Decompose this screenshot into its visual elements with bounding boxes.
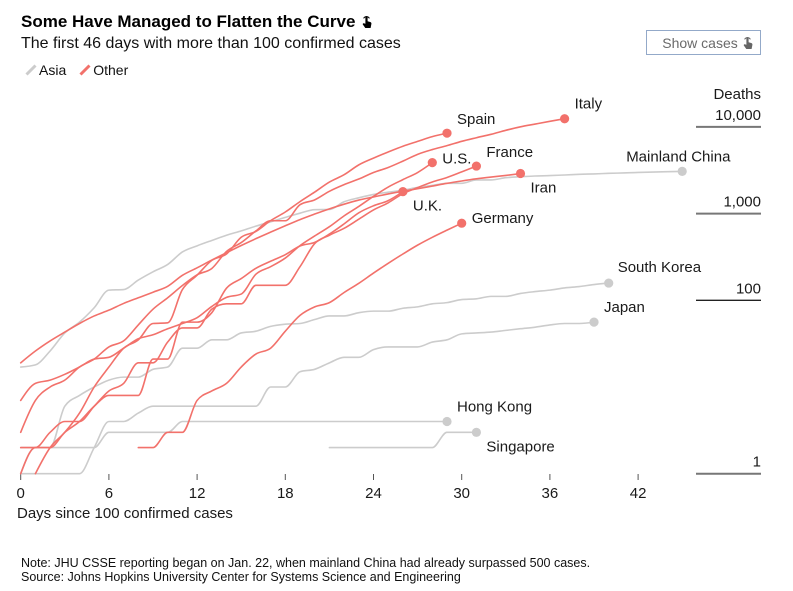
series-label-hong-kong: Hong Kong bbox=[457, 399, 532, 416]
series-line-u-s bbox=[19, 161, 434, 402]
series-label-mainland-china: Mainland China bbox=[626, 148, 731, 165]
series-lines bbox=[19, 117, 683, 475]
x-axis: 0 6 12 18 24 30 36 42 Days since 100 confirmed c… bbox=[17, 474, 647, 522]
series-label-u-s: U.S. bbox=[442, 151, 471, 168]
series-line-japan bbox=[19, 321, 595, 475]
legend: Asia Other bbox=[25, 62, 128, 78]
show-cases-label: Show cases bbox=[662, 34, 738, 51]
chart-title: Some Have Managed to Flatten the Curve bbox=[21, 12, 372, 32]
series-end-dots bbox=[398, 114, 687, 437]
footnote: Note: JHU CSSE reporting began on Jan. 2… bbox=[21, 556, 591, 570]
y-tick-label: 10,000 bbox=[715, 107, 761, 124]
series-end-dot-germany bbox=[457, 218, 467, 228]
legend-label: Other bbox=[93, 62, 129, 78]
series-labels: Mainland China South Korea Japan Hong Kong S… bbox=[413, 96, 731, 456]
series-line-france bbox=[19, 165, 478, 449]
series-label-south-korea: South Korea bbox=[618, 259, 702, 276]
series-label-france: France bbox=[486, 144, 533, 161]
series-line-u-k bbox=[19, 190, 404, 475]
series-line-mainland-china bbox=[19, 170, 683, 368]
series-line-hong-kong bbox=[19, 420, 448, 449]
legend-swatch-other-icon bbox=[79, 64, 91, 76]
series-label-italy: Italy bbox=[575, 96, 603, 113]
y-axis-title: Deaths bbox=[713, 86, 761, 103]
y-tick-label: 100 bbox=[736, 280, 761, 297]
x-tick-label: 42 bbox=[630, 485, 647, 502]
series-end-dot-hong-kong bbox=[442, 416, 452, 427]
legend-label: Asia bbox=[39, 62, 67, 78]
legend-swatch-asia-icon bbox=[25, 64, 37, 76]
series-label-japan: Japan bbox=[604, 299, 645, 316]
series-label-spain: Spain bbox=[457, 111, 495, 128]
series-end-dot-singapore bbox=[471, 427, 481, 437]
x-tick-label: 0 bbox=[17, 485, 25, 502]
series-label-u-k: U.K. bbox=[413, 198, 442, 215]
chart-title-text: Some Have Managed to Flatten the Curve bbox=[21, 12, 356, 31]
series-end-dot-spain bbox=[442, 128, 452, 138]
series-end-dot-south-korea bbox=[604, 278, 614, 288]
series-end-dot-japan bbox=[589, 317, 599, 327]
y-axis: Deaths 10,000 1,000 100 1 bbox=[696, 86, 761, 475]
series-line-spain bbox=[34, 132, 448, 475]
series-line-germany bbox=[137, 222, 463, 449]
series-line-italy bbox=[19, 117, 566, 434]
x-tick-label: 30 bbox=[453, 485, 470, 502]
y-tick-label: 1 bbox=[753, 454, 761, 471]
hand-pointer-icon bbox=[743, 36, 753, 49]
series-end-dot-mainland-china bbox=[677, 166, 687, 176]
series-end-dot-u-k bbox=[398, 187, 408, 197]
legend-item-other: Other bbox=[79, 62, 128, 78]
x-tick-label: 18 bbox=[277, 485, 294, 502]
series-line-south-korea bbox=[19, 282, 610, 475]
x-tick-label: 24 bbox=[365, 485, 382, 502]
x-tick-label: 12 bbox=[189, 485, 206, 502]
show-cases-toggle[interactable]: Show cases bbox=[646, 30, 761, 55]
hand-pointer-icon bbox=[363, 16, 372, 28]
footer: Note: JHU CSSE reporting began on Jan. 2… bbox=[21, 556, 590, 584]
series-label-iran: Iran bbox=[531, 180, 557, 197]
legend-item-asia: Asia bbox=[25, 62, 66, 78]
series-label-germany: Germany bbox=[472, 210, 534, 227]
series-end-dot-france bbox=[471, 161, 481, 171]
series-line-singapore bbox=[328, 431, 478, 449]
x-tick-label: 36 bbox=[542, 485, 559, 502]
x-tick-label: 6 bbox=[105, 485, 113, 502]
series-end-dot-italy bbox=[560, 114, 570, 124]
series-end-dot-iran bbox=[515, 168, 526, 179]
source-note: Source: Johns Hopkins University Center … bbox=[21, 570, 461, 584]
y-tick-label: 1,000 bbox=[723, 194, 761, 211]
chart-subtitle: The first 46 days with more than 100 con… bbox=[21, 35, 401, 52]
series-end-dot-u-s bbox=[427, 158, 437, 168]
x-axis-title: Days since 100 confirmed cases bbox=[17, 505, 233, 522]
series-label-singapore: Singapore bbox=[486, 438, 554, 455]
series-line-iran bbox=[19, 172, 522, 364]
